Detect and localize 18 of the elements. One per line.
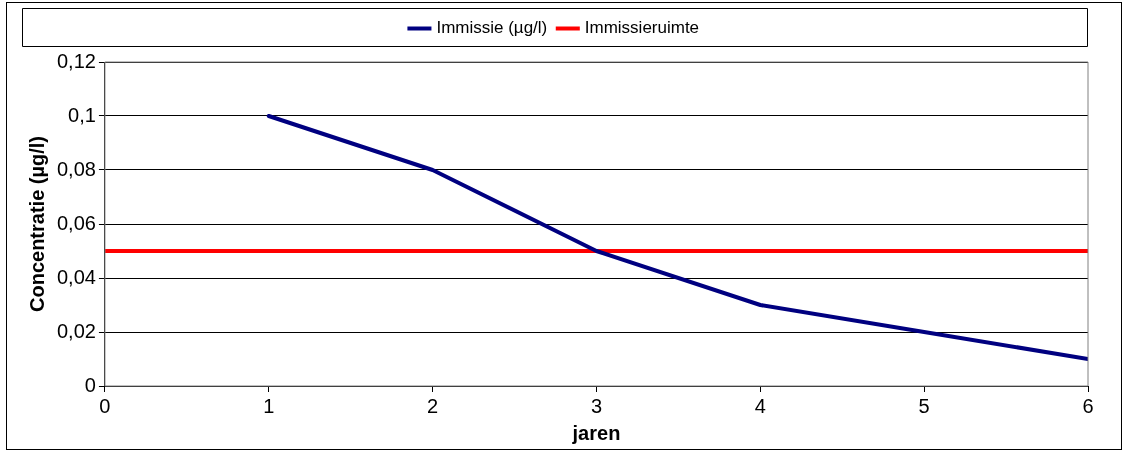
legend-label: Immissie (µg/l) <box>436 18 548 38</box>
y-axis-title: Concentratie (µg/l) <box>25 136 48 312</box>
x-tick-label: 5 <box>918 394 930 417</box>
y-tick-label: 0,02 <box>56 319 96 342</box>
y-tick-label: 0,12 <box>56 49 96 72</box>
y-tick-label: 0,06 <box>56 211 96 234</box>
y-tick-label: 0 <box>84 373 96 396</box>
x-tick-label: 2 <box>427 394 439 417</box>
y-tick-label: 0,08 <box>56 157 96 180</box>
legend-label: Immissieruimte <box>584 18 700 38</box>
x-axis-title: jaren <box>571 421 621 444</box>
x-tick-label: 0 <box>99 394 111 417</box>
y-tick-label: 0,1 <box>68 103 96 126</box>
y-tick-label: 0,04 <box>56 265 96 288</box>
x-tick-label: 3 <box>590 394 603 417</box>
x-tick-label: 1 <box>263 394 275 417</box>
x-tick-label: 6 <box>1082 394 1094 417</box>
x-tick-label: 4 <box>754 394 766 417</box>
